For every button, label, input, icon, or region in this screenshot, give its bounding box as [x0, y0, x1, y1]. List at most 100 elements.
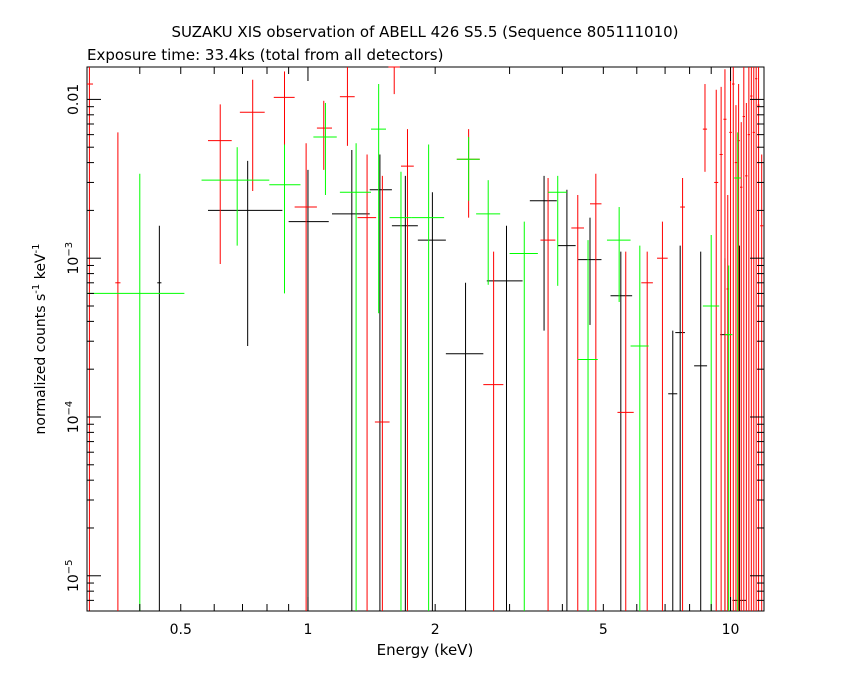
axis-layer: 0.5 1 2 5 1010−510−410−30.01: [64, 67, 764, 638]
data-point: [288, 169, 329, 611]
data-point: [630, 245, 649, 611]
data-point: [391, 175, 418, 611]
data-point: [747, 67, 751, 611]
data-point: [548, 175, 567, 286]
plot-frame: [86, 66, 765, 612]
data-point: [740, 122, 743, 611]
y-tick-label-group: 0.01: [66, 84, 82, 115]
data-point: [590, 173, 602, 611]
data-point: [755, 67, 758, 611]
data-point: [702, 84, 708, 172]
data-point: [757, 67, 760, 611]
data-point: [529, 175, 557, 331]
data-point: [294, 143, 317, 611]
data-point: [734, 132, 742, 611]
y-label-part-1: normalized counts s: [33, 294, 49, 435]
data-point: [374, 175, 390, 611]
series-0: [157, 150, 747, 611]
data-point: [389, 171, 412, 611]
data-point: [157, 225, 162, 611]
series-2: [87, 84, 742, 611]
data-point: [201, 147, 270, 246]
data-point: [313, 102, 337, 196]
y-tick-label-group: 10−3: [64, 242, 82, 275]
y-axis-label-group: normalized counts s-1 keV-1: [31, 244, 49, 435]
data-point: [702, 234, 720, 611]
data-point: [610, 251, 633, 611]
data-point: [273, 71, 295, 146]
data-point: [657, 221, 668, 611]
data-point: [745, 102, 748, 611]
data-point: [734, 105, 738, 611]
data-point: [694, 251, 708, 611]
y-axis-label: normalized counts s-1 keV-1: [31, 244, 49, 435]
y-tick-label-base: 10: [66, 574, 82, 592]
data-point: [87, 67, 94, 611]
data-point: [606, 207, 631, 302]
data-point: [239, 79, 265, 191]
y-label-exp-1: -1: [31, 284, 42, 294]
data-point: [339, 67, 355, 146]
data-point: [675, 245, 685, 611]
data-point: [729, 67, 732, 611]
data-point: [207, 104, 232, 264]
data-point: [411, 144, 445, 611]
data-point: [339, 143, 372, 611]
data-point: [641, 251, 653, 611]
data-point: [752, 67, 755, 611]
x-tick-label: 1: [303, 622, 312, 638]
data-point: [456, 136, 480, 201]
data-point: [714, 89, 719, 611]
y-tick-label-group: 10−4: [64, 401, 82, 434]
data-point: [577, 217, 602, 325]
series-1: [87, 66, 764, 611]
data-point: [207, 160, 283, 346]
data-point: [87, 173, 185, 611]
data-point: [388, 66, 400, 95]
y-tick-label: 0.01: [66, 84, 82, 115]
data-point: [724, 265, 733, 611]
y-tick-label-base: 10: [66, 257, 82, 275]
y-tick-label-exp: −4: [64, 401, 75, 416]
data-point: [476, 180, 501, 285]
x-tick-label: 10: [722, 622, 740, 638]
data-point: [719, 86, 723, 611]
data-point: [577, 240, 598, 611]
data-point: [316, 100, 333, 170]
y-tick-label-exp: −3: [64, 242, 75, 257]
x-tick-label: 0.5: [170, 622, 192, 638]
data-point: [540, 177, 556, 611]
x-tick-label: 5: [599, 622, 608, 638]
chart-subtitle: Exposure time: 33.4ks (total from all de…: [87, 46, 443, 64]
data-point: [369, 154, 392, 611]
data-point: [668, 330, 678, 611]
data-point: [680, 177, 685, 611]
data-point: [483, 251, 504, 611]
data-point: [750, 67, 753, 611]
data-point: [332, 150, 370, 611]
data-point: [509, 221, 538, 611]
y-label-exp-2: -1: [31, 244, 42, 254]
data-point: [445, 282, 484, 611]
data-point: [617, 251, 634, 611]
y-tick-label: 10−5: [64, 559, 82, 592]
data-point: [742, 67, 746, 611]
data-point: [269, 144, 301, 294]
y-tick-label-exp: −5: [64, 559, 75, 574]
data-point: [357, 154, 377, 611]
chart-title: SUZAKU XIS observation of ABELL 426 S5.5…: [171, 23, 678, 41]
data-point: [723, 69, 727, 611]
y-tick-label-group: 10−5: [64, 559, 82, 592]
data-point: [760, 154, 764, 611]
y-tick-label: 10−4: [64, 401, 82, 434]
x-tick-label: 2: [431, 622, 440, 638]
data-point: [115, 132, 121, 611]
data-point: [417, 192, 446, 611]
y-label-part-2: keV: [33, 253, 49, 284]
y-tick-label: 10−3: [64, 242, 82, 275]
series-layer: [87, 66, 764, 611]
data-point: [486, 225, 523, 611]
data-point: [371, 84, 387, 314]
